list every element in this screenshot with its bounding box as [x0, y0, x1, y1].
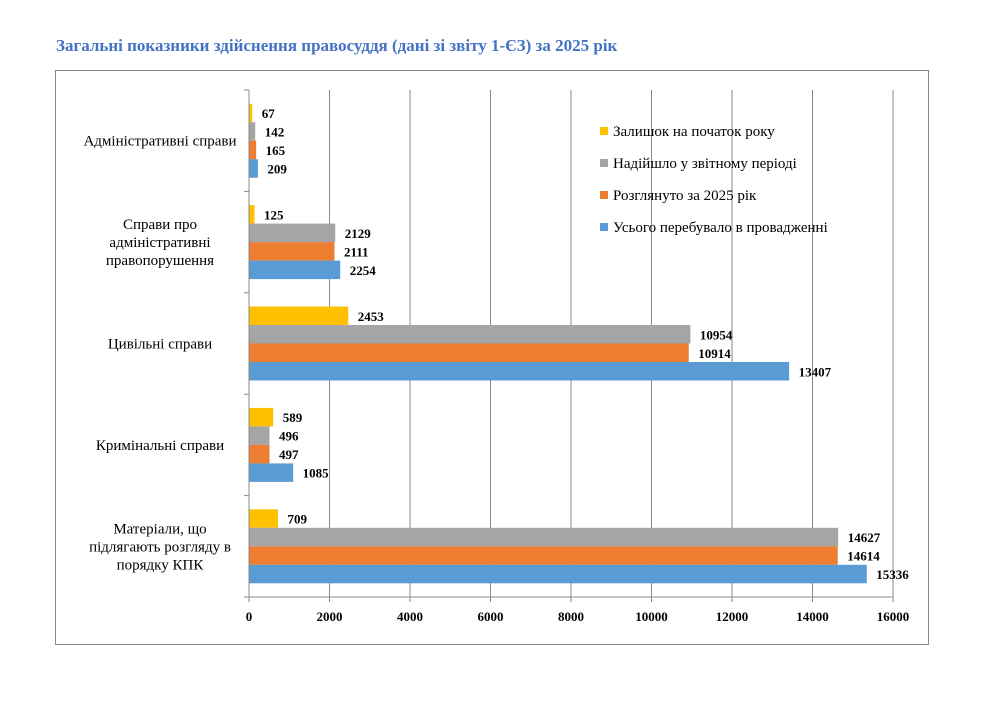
legend-entry: Розглянуто за 2025 рік — [613, 188, 757, 204]
data-label: 496 — [279, 429, 299, 444]
x-tick-label: 12000 — [716, 609, 749, 624]
chart-title: Загальні показники здійснення правосуддя… — [56, 36, 618, 55]
x-tick-label: 0 — [246, 609, 253, 624]
legend-swatch — [600, 223, 608, 231]
bar — [249, 103, 253, 123]
category-label-line: Адміністративні справи — [83, 134, 236, 150]
data-label: 709 — [288, 512, 308, 527]
data-label: 497 — [279, 447, 299, 462]
bar — [249, 260, 341, 280]
axes: 0 2000 4000 6000 8000 10000 12000 14000 16000 — [244, 89, 910, 624]
data-label: 10914 — [698, 346, 731, 361]
legend-entry: Надійшло у звітному періоді — [613, 156, 797, 172]
bar — [249, 407, 274, 427]
data-label: 142 — [265, 124, 285, 139]
x-tick-label: 14000 — [796, 609, 829, 624]
category-label-line: Матеріали, що — [113, 521, 206, 537]
data-label: 14627 — [848, 530, 881, 545]
x-tick-label: 2000 — [317, 609, 343, 624]
data-label: 15336 — [876, 567, 909, 582]
data-label: 125 — [264, 207, 284, 222]
bar — [249, 159, 258, 178]
legend-swatch — [600, 159, 608, 167]
bar — [249, 463, 294, 482]
category-label-line: адміністративні — [109, 235, 210, 251]
bar — [249, 140, 257, 160]
category-label-line: порядку КПК — [117, 557, 205, 573]
bar — [249, 205, 255, 224]
data-label: 14614 — [847, 549, 880, 564]
bar — [249, 325, 691, 344]
data-label: 67 — [262, 106, 276, 121]
data-label: 2111 — [344, 244, 369, 259]
data-label: 2254 — [350, 263, 377, 278]
category-label-line: правопорушення — [106, 253, 214, 269]
bar — [249, 444, 270, 464]
bars — [249, 103, 867, 584]
category-label-line: Справи про — [123, 217, 197, 233]
category-label: Адміністративні справи — [83, 134, 236, 150]
data-label: 2453 — [358, 309, 385, 324]
data-label: 589 — [283, 410, 303, 425]
data-label: 13407 — [799, 364, 832, 379]
bar — [249, 426, 270, 445]
labels: 67 142 165 209 Адміністративні справи 125 2129… — [83, 106, 909, 582]
x-tick-label: 16000 — [877, 609, 910, 624]
bar — [249, 509, 279, 528]
x-tick-label: 6000 — [478, 609, 504, 624]
legend-entry: Усього перебувало в провадженні — [613, 220, 828, 236]
category-label-line: Кримінальні справи — [96, 438, 224, 454]
bar — [249, 527, 839, 547]
x-tick-label: 10000 — [635, 609, 668, 624]
data-label: 1085 — [303, 466, 330, 481]
data-label: 10954 — [700, 327, 733, 342]
bar — [249, 242, 335, 261]
bar — [249, 343, 689, 362]
bar — [249, 306, 349, 325]
category-label: Кримінальні справи — [96, 438, 224, 454]
legend-entry: Залишок на початок року — [613, 124, 775, 140]
chart-frame — [55, 70, 929, 645]
bar — [249, 122, 256, 141]
category-label-line: підлягають розгляду в — [89, 539, 231, 555]
x-tick-label: 8000 — [558, 609, 584, 624]
x-tick-label: 4000 — [397, 609, 423, 624]
category-label: Цивільні справи — [108, 337, 212, 353]
legend-swatch — [600, 191, 608, 199]
data-label: 165 — [266, 143, 286, 158]
bar — [249, 546, 838, 565]
category-label: Справи про адміністративні правопорушення — [106, 217, 214, 269]
data-label: 209 — [267, 161, 287, 176]
bar — [249, 223, 336, 243]
data-label: 2129 — [345, 226, 372, 241]
legend: Залишок на початок року Надійшло у звітно… — [600, 124, 828, 236]
bar — [249, 362, 790, 381]
category-label-line: Цивільні справи — [108, 337, 212, 353]
bar — [249, 564, 867, 584]
legend-swatch — [600, 127, 608, 135]
category-label: Матеріали, що підлягають розгляду в порядк… — [89, 521, 231, 573]
